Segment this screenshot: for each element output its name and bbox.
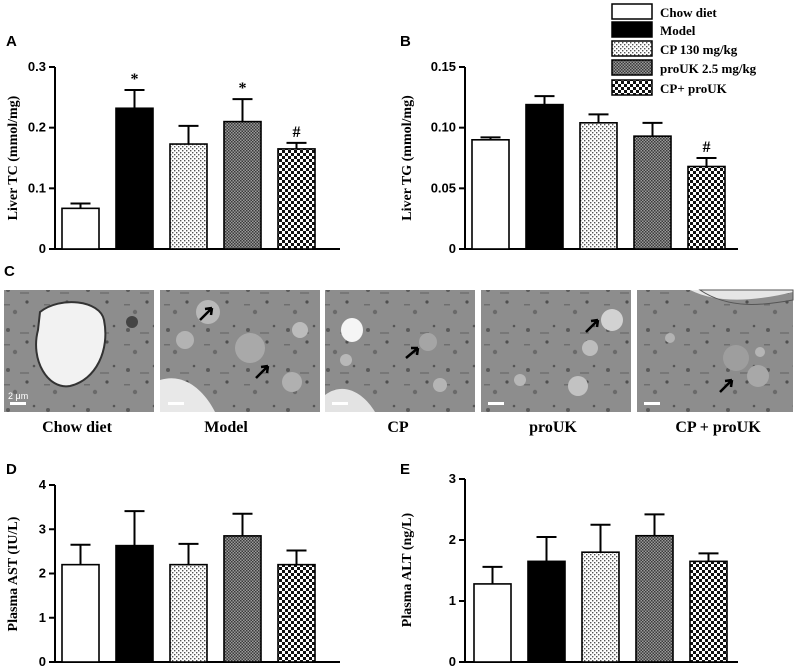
bar-a-chow	[61, 207, 100, 250]
bar-d-prouk	[223, 535, 262, 663]
bar-a-model	[115, 107, 154, 250]
y-tick-label-e-2: 2	[449, 532, 456, 547]
y-tick-label-b-1: 0.05	[431, 180, 456, 195]
y-tick-label-a-0: 0	[39, 241, 46, 256]
bar-e-model	[527, 560, 566, 663]
y-tick-label-b-0: 0	[449, 241, 456, 256]
y-tick-label-d-0: 0	[39, 654, 46, 669]
panel-letter-d: D	[6, 461, 17, 478]
y-tick-label-a-3: 0.3	[28, 59, 46, 74]
bar-b-cp-prouk	[687, 165, 726, 250]
y-tick-label-b-2: 0.10	[431, 120, 456, 135]
bar-b-chow	[471, 139, 510, 250]
chart-plasma-ast: Plasma AST (IU/L) 0 1 2 3 4	[6, 477, 340, 669]
bar-a-cp	[169, 143, 208, 250]
bar-d-cp-prouk	[277, 563, 316, 663]
legend-swatch-cp-prouk	[611, 79, 653, 96]
y-tick-label-d-2: 2	[39, 566, 46, 581]
chart-plasma-alt: Plasma ALT (ng/L) 0 1 2 3	[400, 471, 738, 669]
y-axis-label-d: Plasma AST (IU/L)	[6, 516, 21, 631]
legend-label-chow: Chow diet	[660, 5, 717, 20]
legend-label-cp-prouk: CP+ proUK	[660, 81, 728, 96]
caption-prouk: proUK	[529, 419, 577, 436]
legend-swatch-model	[611, 21, 653, 38]
y-axis-label-b: Liver TG (mmol/mg)	[400, 95, 415, 221]
y-tick-label-d-1: 1	[39, 610, 46, 625]
caption-model: Model	[204, 419, 248, 436]
micrograph-cp	[325, 290, 475, 412]
legend: Chow diet Model CP 130 mg/kg proUK 2.5 m…	[611, 3, 757, 96]
micrograph-prouk	[481, 290, 631, 412]
caption-cp: CP	[387, 419, 409, 436]
legend-swatch-chow	[611, 3, 653, 20]
bar-e-cp	[581, 551, 620, 663]
bar-a-prouk	[223, 120, 262, 250]
y-tick-label-e-1: 1	[449, 593, 456, 608]
panel-letter-e: E	[400, 461, 410, 478]
caption-chow: Chow diet	[42, 419, 112, 436]
micrograph-model	[160, 290, 320, 412]
bar-e-cp-prouk	[689, 560, 728, 663]
bar-b-prouk	[633, 135, 672, 250]
panel-letter-c: C	[4, 263, 15, 280]
y-tick-label-d-3: 3	[39, 521, 46, 536]
y-axis-label-e: Plasma ALT (ng/L)	[400, 512, 415, 627]
legend-swatch-prouk	[611, 59, 653, 76]
micrograph-cp-prouk	[637, 289, 794, 412]
legend-swatch-cp	[611, 40, 653, 57]
bar-b-cp	[579, 122, 618, 250]
panel-letter-a: A	[6, 33, 17, 50]
y-tick-label-b-3: 0.15	[431, 59, 456, 74]
legend-label-model: Model	[660, 23, 696, 38]
bar-d-model	[115, 544, 154, 663]
chart-liver-tg: Liver TG (mmol/mg) 0 0.05 0.10 0.15 #	[400, 59, 738, 256]
bar-a-cp-prouk	[277, 148, 316, 250]
y-tick-label-e-0: 0	[449, 654, 456, 669]
significance-mark-b-cp-prouk: #	[703, 139, 711, 156]
y-tick-label-a-2: 0.2	[28, 120, 46, 135]
micrograph-chow: 2 μm	[4, 290, 154, 412]
significance-mark-a-model: *	[131, 71, 139, 88]
y-tick-label-e-3: 3	[449, 471, 456, 486]
caption-cp-prouk: CP + proUK	[675, 419, 761, 436]
significance-mark-a-cp-prouk: #	[293, 124, 301, 141]
legend-label-cp: CP 130 mg/kg	[660, 42, 738, 57]
bar-e-chow	[473, 583, 512, 663]
panel-letter-b: B	[400, 33, 411, 50]
y-tick-label-a-1: 0.1	[28, 180, 46, 195]
significance-mark-a-prouk: *	[239, 80, 247, 97]
bar-d-chow	[61, 563, 100, 663]
micrograph-row: 2 μm	[4, 289, 794, 412]
scale-bar-label: 2 μm	[8, 391, 28, 401]
y-axis-label-a: Liver TC (mmol/mg)	[6, 95, 21, 220]
y-tick-label-d-4: 4	[39, 477, 47, 492]
bar-e-prouk	[635, 534, 674, 663]
bar-d-cp	[169, 563, 208, 663]
legend-label-prouk: proUK 2.5 mg/kg	[660, 61, 757, 76]
chart-liver-tc: Liver TC (mmol/mg) 0 0.1 0.2 0.3 * * #	[6, 59, 340, 256]
bar-b-model	[525, 103, 564, 250]
